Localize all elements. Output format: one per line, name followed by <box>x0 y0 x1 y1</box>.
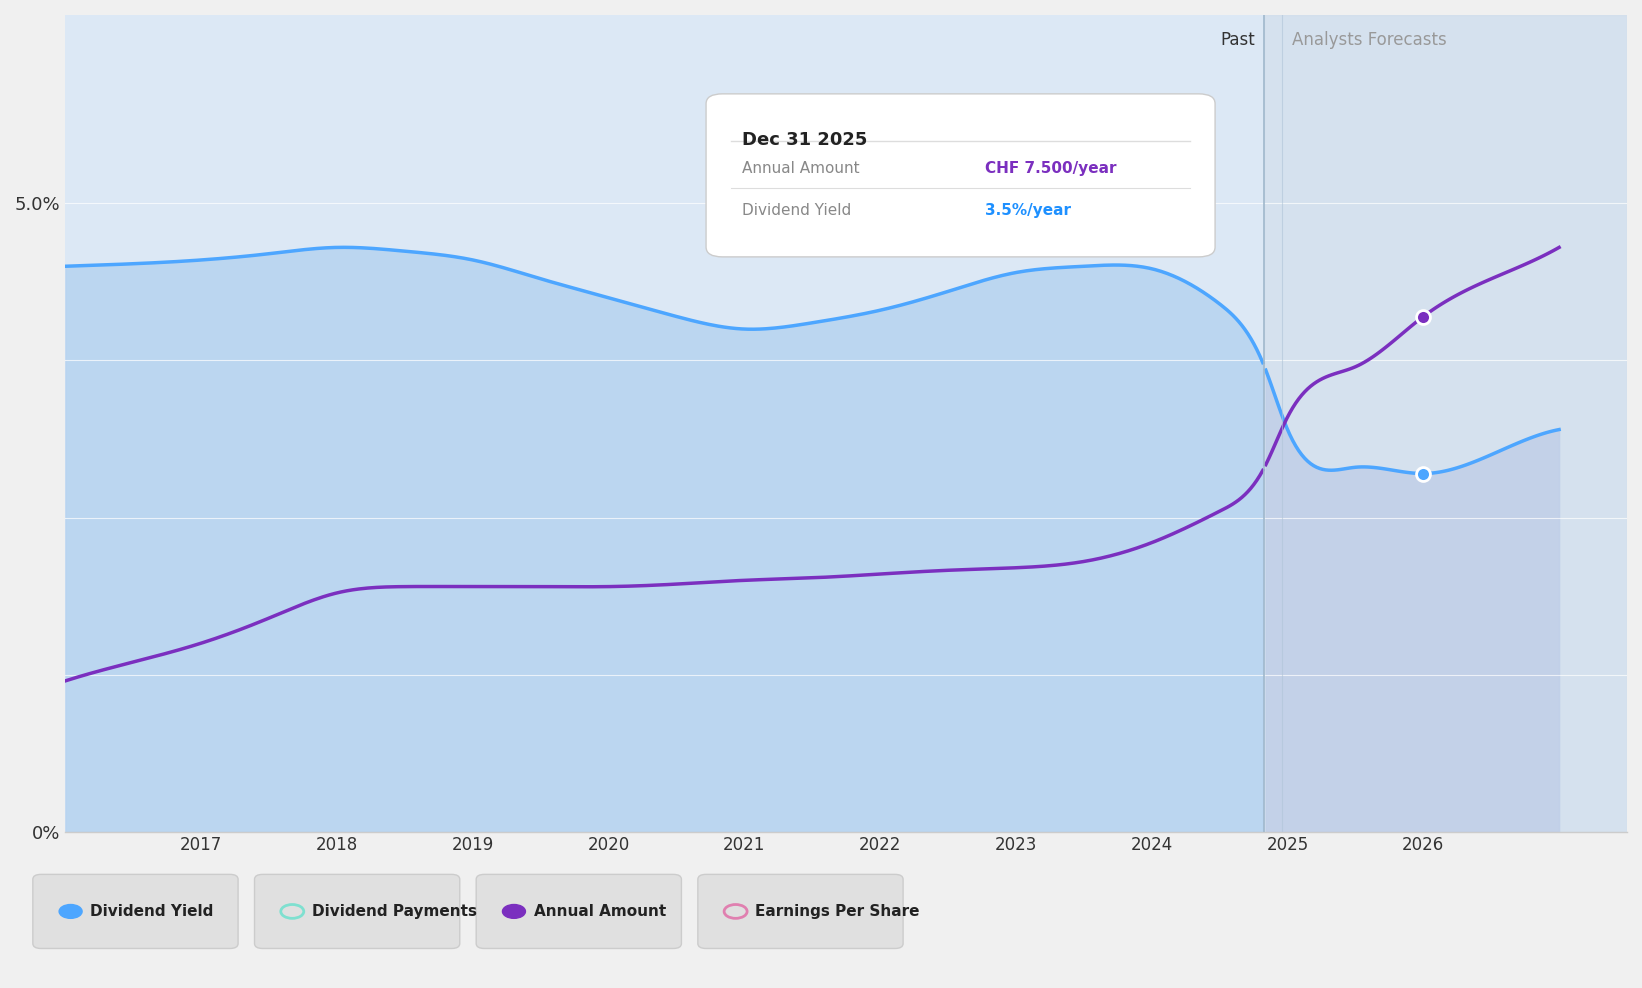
Text: Past: Past <box>1220 32 1254 49</box>
Text: Annual Amount: Annual Amount <box>534 904 667 919</box>
Bar <box>1264 15 1627 832</box>
Text: Dividend Yield: Dividend Yield <box>90 904 213 919</box>
Text: Annual Amount: Annual Amount <box>742 161 860 176</box>
Text: 3.5%/year: 3.5%/year <box>985 203 1071 217</box>
Text: CHF 7.500/year: CHF 7.500/year <box>985 161 1117 176</box>
Text: Dividend Payments: Dividend Payments <box>312 904 476 919</box>
Text: Analysts Forecasts: Analysts Forecasts <box>1292 32 1447 49</box>
Text: Dec 31 2025: Dec 31 2025 <box>742 131 867 149</box>
Text: Earnings Per Share: Earnings Per Share <box>755 904 920 919</box>
Text: Dividend Yield: Dividend Yield <box>742 203 852 217</box>
